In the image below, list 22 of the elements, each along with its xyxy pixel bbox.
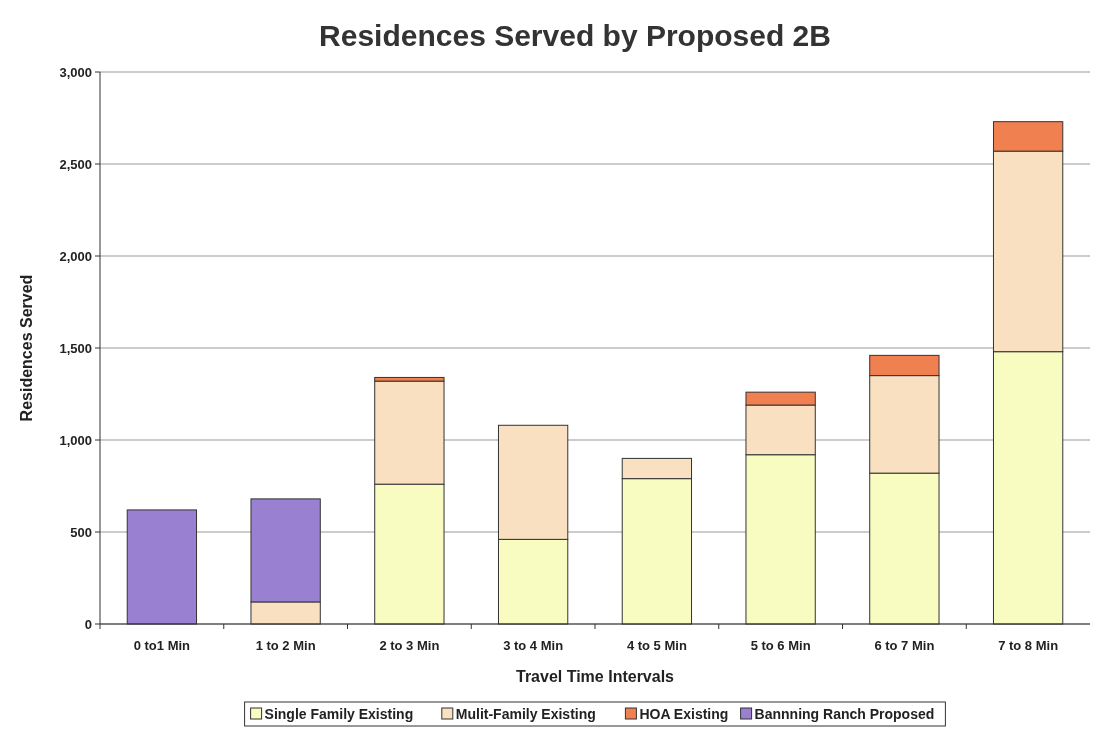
- y-tick-label: 1,500: [59, 340, 92, 356]
- x-tick-label: 5 to 6 Min: [750, 638, 811, 653]
- legend-label: HOA Existing: [639, 705, 729, 722]
- legend-label: Mulit-Family Existing: [455, 705, 596, 722]
- legend-label: Single Family Existing: [264, 705, 414, 722]
- x-tick-label: 1 to 2 Min: [255, 638, 316, 653]
- y-tick-label: 2,000: [59, 248, 92, 264]
- y-tick-label: 1,000: [59, 432, 92, 448]
- y-tick-label: 500: [70, 524, 92, 540]
- y-tick-label: 2,500: [59, 156, 92, 172]
- y-axis-title: Residences Served: [18, 274, 35, 422]
- x-tick-label: 7 to 8 Min: [998, 638, 1059, 653]
- x-axis-title: Travel Time Intervals: [515, 668, 675, 685]
- y-tick-label: 3,000: [59, 64, 92, 80]
- x-tick-label: 2 to 3 Min: [379, 638, 440, 653]
- x-tick-label: 6 to 7 Min: [874, 638, 935, 653]
- y-tick-label: 0: [84, 616, 92, 632]
- x-tick-label: 0 to1 Min: [133, 638, 191, 653]
- chart-title: Residences Served by Proposed 2B: [319, 19, 831, 52]
- x-tick-label: 3 to 4 Min: [503, 638, 564, 653]
- legend-label: Bannning Ranch Proposed: [754, 705, 935, 722]
- x-tick-label: 4 to 5 Min: [626, 638, 687, 653]
